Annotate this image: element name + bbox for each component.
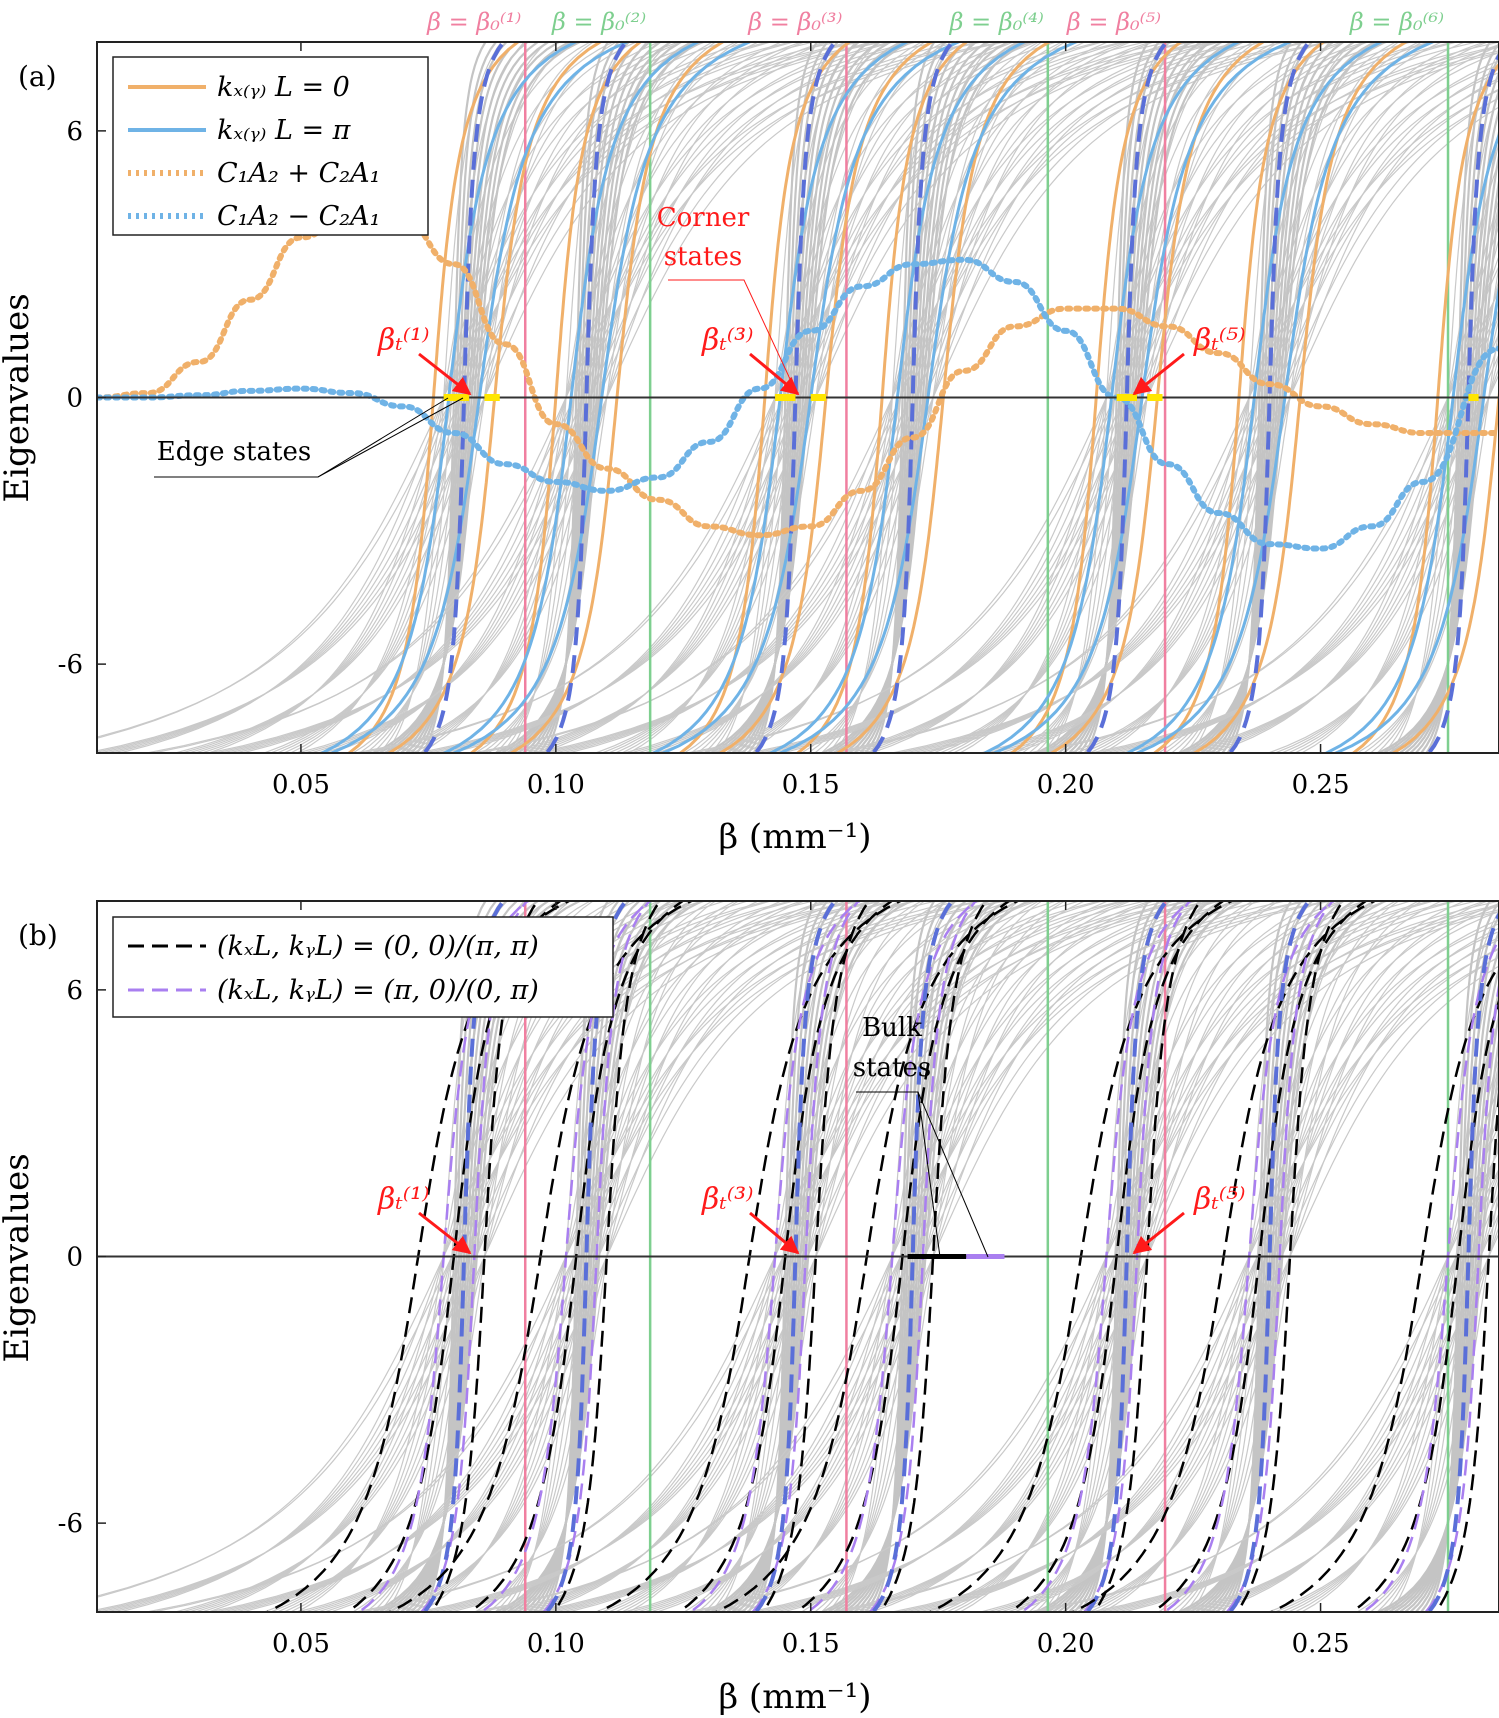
x-tick-label: 0.15 (782, 1629, 840, 1659)
x-tick-label: 0.15 (782, 770, 840, 800)
y-tick-label: 0 (66, 384, 83, 414)
panel-b-ylabel: Eigenvalues (0, 1153, 37, 1362)
panel-b-label: (b) (18, 919, 58, 952)
panel-b-xlabel: β (mm⁻¹) (718, 1677, 871, 1717)
panel-a-annotations: βₜ⁽¹⁾ βₜ⁽³⁾ βₜ⁽⁵⁾ Corner states Edge sta… (154, 203, 1246, 478)
x-tick-label: 0.25 (1292, 1629, 1350, 1659)
beta-t5-a: βₜ⁽⁵⁾ (1193, 323, 1246, 358)
corner-states-label-1: Corner (657, 203, 750, 233)
kxky-00-curve (1235, 901, 1345, 1612)
kxky-00-curve (1434, 1079, 1499, 1612)
y-tick-label: 6 (66, 117, 83, 147)
beta-t3-b: βₜ⁽³⁾ (701, 1182, 754, 1217)
legend-a-3: C₁A₂ − C₂A₁ (217, 201, 380, 232)
panel-a-legend: kₓ₍ᵧ₎ L = 0 kₓ₍ᵧ₎ L = π C₁A₂ + C₂A₁ C₁A₂… (112, 56, 429, 236)
kL-curve (1390, 381, 1499, 753)
legend-a-2: C₁A₂ + C₂A₁ (217, 158, 380, 189)
y-tick-label: 0 (66, 1243, 83, 1273)
panel-a-label: (a) (18, 60, 57, 93)
legend-a-1: kₓ₍ᵧ₎ L = π (217, 115, 352, 146)
vline-label: β = β₀⁽¹⁾ (426, 8, 521, 36)
panel-b-axes: 0.05 0.10 0.15 0.20 0.25 6 0 -6 (58, 901, 1350, 1659)
dotted-series (97, 256, 1499, 552)
beta-t1-a: βₜ⁽¹⁾ (377, 323, 430, 358)
y-tick-label: -6 (58, 1509, 83, 1539)
x-tick-label: 0.10 (527, 1629, 585, 1659)
legend-b-0: (kₓL, kᵧL) = (0, 0)/(π, π) (217, 931, 539, 962)
panel-a-vline-labels: β = β₀⁽¹⁾ β = β₀⁽²⁾ β = β₀⁽³⁾ β = β₀⁽⁴⁾ β = … (426, 8, 1444, 36)
beta-t5-b: βₜ⁽⁵⁾ (1193, 1182, 1246, 1217)
x-tick-label: 0.20 (1037, 770, 1095, 800)
x-tick-label: 0.20 (1037, 1629, 1095, 1659)
panel-b-annotations: βₜ⁽¹⁾ βₜ⁽³⁾ βₜ⁽⁵⁾ Bulk states (377, 1013, 1246, 1258)
kxky-00-curve (1092, 901, 1202, 1612)
bulk-states-label-2: states (853, 1053, 931, 1083)
kxky-00-curve (552, 901, 662, 1612)
vline-label: β = β₀⁽⁶⁾ (1349, 8, 1444, 36)
vline-label: β = β₀⁽⁵⁾ (1066, 8, 1161, 36)
vline-label: β = β₀⁽²⁾ (551, 8, 646, 36)
corner-states-label-2: states (664, 242, 742, 272)
beta-t3-a: βₜ⁽³⁾ (701, 323, 754, 358)
bulk-states-label-1: Bulk (862, 1013, 922, 1043)
panel-a-axes: 0.05 0.10 0.15 0.20 0.25 6 0 -6 (58, 42, 1350, 800)
legend-b-1: (kₓL, kᵧL) = (π, 0)/(0, π) (217, 975, 539, 1006)
x-tick-label: 0.05 (272, 770, 330, 800)
panel-a-ylabel: Eigenvalues (0, 293, 37, 502)
edge-states-label: Edge states (157, 437, 311, 467)
panel-a-xlabel: β (mm⁻¹) (718, 817, 871, 857)
y-tick-label: 6 (66, 976, 83, 1006)
vline-label: β = β₀⁽³⁾ (747, 8, 842, 36)
kxky-00-curve (761, 901, 871, 1612)
y-tick-label: -6 (58, 650, 83, 680)
beta-t1-b: βₜ⁽¹⁾ (377, 1182, 430, 1217)
x-tick-label: 0.05 (272, 1629, 330, 1659)
x-tick-label: 0.25 (1292, 770, 1350, 800)
kxky-00-curve (878, 901, 988, 1612)
panel-b-legend: (kₓL, kᵧL) = (0, 0)/(π, π) (kₓL, kᵧL) = … (112, 916, 614, 1018)
panel-b: 0.05 0.10 0.15 0.20 0.25 6 0 -6 (b) β (mm⁻¹) Ei… (0, 900, 1499, 1717)
x-tick-label: 0.10 (527, 770, 585, 800)
vline-label: β = β₀⁽⁴⁾ (949, 8, 1044, 36)
legend-a-0: kₓ₍ᵧ₎ L = 0 (217, 72, 350, 103)
